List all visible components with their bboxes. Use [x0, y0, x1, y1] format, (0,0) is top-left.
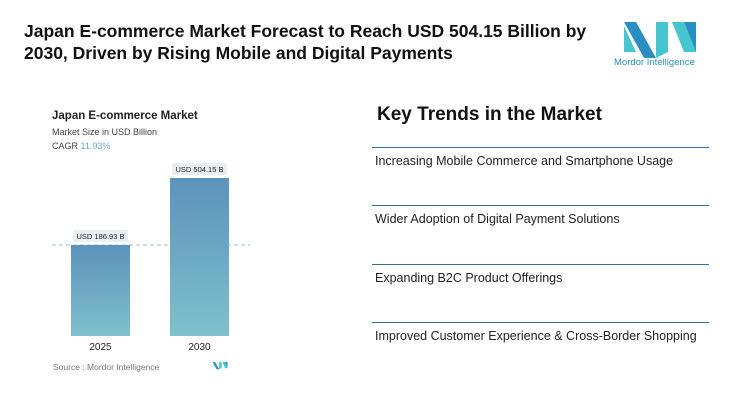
x-tick-label: 2025: [89, 342, 112, 353]
mordor-logo-icon: [624, 22, 696, 58]
data-label: USD 186.93 B: [77, 232, 125, 241]
trend-item: Increasing Mobile Commerce and Smartphon…: [372, 147, 709, 168]
logo-text: Mordor Intelligence: [614, 57, 695, 68]
headline: Japan E-commerce Market Forecast to Reac…: [24, 21, 587, 63]
chart-subtitle: Market Size in USD Billion: [52, 127, 158, 137]
bar-2025: [71, 245, 130, 336]
source-logo-icon: [212, 361, 228, 370]
trend-item: Improved Customer Experience & Cross-Bor…: [372, 322, 709, 343]
cagr-value: 11.93%: [80, 141, 111, 151]
chart-title: Japan E-commerce Market: [52, 110, 198, 122]
cagr-label: CAGR: [52, 141, 79, 151]
cagr: CAGR 11.93%: [52, 141, 110, 151]
data-label-box: [73, 230, 128, 243]
trend-item: Expanding B2C Product Offerings: [372, 264, 709, 285]
data-label-box: [172, 163, 227, 176]
trend-item: Wider Adoption of Digital Payment Soluti…: [372, 205, 709, 226]
x-tick-label: 2030: [188, 342, 211, 353]
data-label: USD 504.15 B: [176, 165, 224, 174]
chart-source: Source : Mordor Intelligence: [53, 362, 160, 372]
bar-2030: [170, 178, 229, 336]
trends-title: Key Trends in the Market: [377, 104, 602, 125]
